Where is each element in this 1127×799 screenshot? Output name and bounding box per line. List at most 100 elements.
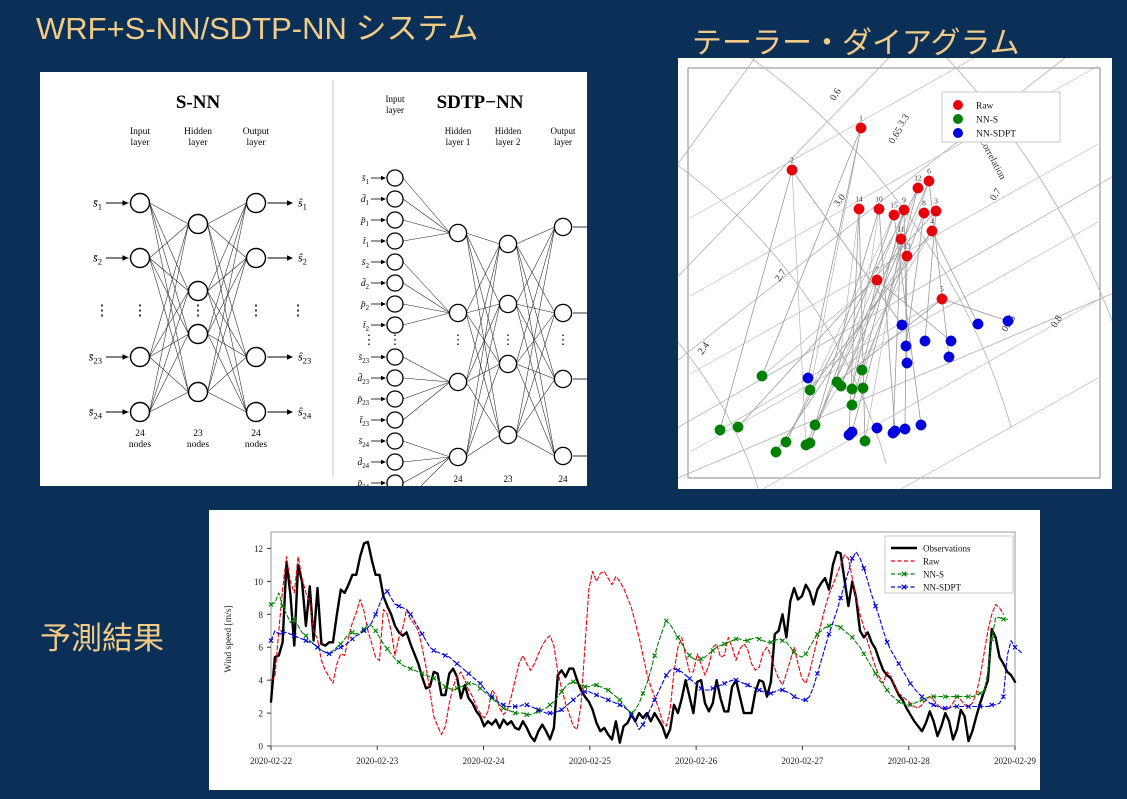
svg-text:Raw: Raw <box>923 557 940 567</box>
svg-text:23: 23 <box>193 429 203 439</box>
snn-diagram: S-NNInputlayerHiddenlayerOutputlayers̄1s… <box>89 92 312 450</box>
svg-text:ŝ1: ŝ1 <box>298 196 307 212</box>
svg-text:8: 8 <box>259 610 264 620</box>
svg-text:layer: layer <box>386 105 404 115</box>
svg-text:10: 10 <box>875 195 883 204</box>
svg-text:S-NN: S-NN <box>176 92 221 113</box>
svg-text:layer: layer <box>247 138 267 148</box>
svg-text:nodes: nodes <box>187 440 209 450</box>
svg-text:15: 15 <box>890 201 898 210</box>
svg-text:12: 12 <box>914 174 922 183</box>
svg-text:2020-02-27: 2020-02-27 <box>781 756 823 766</box>
svg-text:NN-SDPT: NN-SDPT <box>976 130 1016 140</box>
svg-text:nodes: nodes <box>448 485 469 486</box>
svg-text:Output: Output <box>243 127 270 137</box>
svg-text:⋮: ⋮ <box>502 332 515 347</box>
svg-text:24: 24 <box>251 429 261 439</box>
svg-text:2020-02-22: 2020-02-22 <box>250 756 292 766</box>
taylor-diagram-figure: 0.60.650.70.750.82.42.73.03.3Correlation… <box>678 58 1112 489</box>
svg-text:s̄23: s̄23 <box>359 353 370 365</box>
svg-text:Hidden: Hidden <box>495 126 522 136</box>
svg-text:s̄2: s̄2 <box>93 251 102 267</box>
svg-text:Input: Input <box>386 94 405 104</box>
svg-text:layer: layer <box>131 138 151 148</box>
svg-text:NN-S: NN-S <box>976 116 998 126</box>
svg-text:layer 2: layer 2 <box>496 137 521 147</box>
svg-text:4: 4 <box>259 676 264 686</box>
svg-text:Raw: Raw <box>976 102 994 112</box>
svg-text:8: 8 <box>922 199 926 208</box>
svg-text:layer 1: layer 1 <box>446 137 471 147</box>
svg-text:nodes: nodes <box>129 440 151 450</box>
svg-text:layer: layer <box>189 138 209 148</box>
svg-text:s̄1: s̄1 <box>93 196 102 212</box>
timeseries-panel: 0 2 4 6 8 10 12 Wind speed [m/s] 2020-02-22 2020-… <box>209 510 1040 790</box>
svg-text:2020-02-26: 2020-02-26 <box>675 756 717 766</box>
timeseries-lines <box>268 540 1024 744</box>
svg-text:14: 14 <box>855 195 863 204</box>
svg-text:d̄23: d̄23 <box>357 372 369 386</box>
svg-text:s̄1: s̄1 <box>362 174 369 186</box>
svg-text:s̄24: s̄24 <box>89 405 103 421</box>
svg-text:2020-02-28: 2020-02-28 <box>888 756 930 766</box>
svg-text:⋮: ⋮ <box>389 332 402 347</box>
svg-text:Hidden: Hidden <box>184 127 212 137</box>
svg-text:24: 24 <box>559 474 569 484</box>
timeseries-axes: 0 2 4 6 8 10 12 Wind speed [m/s] 2020-02-22 2020-… <box>224 531 1036 766</box>
taylor-diagram-panel: 0.60.650.70.750.82.42.73.03.3Correlation… <box>678 58 1112 489</box>
svg-text:⋮: ⋮ <box>557 332 570 347</box>
svg-text:nodes: nodes <box>498 485 519 486</box>
svg-text:d̄1: d̄1 <box>361 193 369 207</box>
svg-text:6: 6 <box>927 167 931 176</box>
svg-text:NN-S: NN-S <box>923 570 944 580</box>
svg-text:2: 2 <box>790 156 794 165</box>
svg-text:p̄2: p̄2 <box>360 300 370 312</box>
svg-text:2020-02-25: 2020-02-25 <box>569 756 611 766</box>
svg-text:ŝ2: ŝ2 <box>298 251 307 267</box>
svg-text:t̄23: t̄23 <box>360 415 370 428</box>
svg-text:layer: layer <box>554 137 572 147</box>
svg-text:s̄23: s̄23 <box>89 350 102 366</box>
svg-text:⋮: ⋮ <box>363 332 376 347</box>
timeseries-figure: 0 2 4 6 8 10 12 Wind speed [m/s] 2020-02-22 2020-… <box>209 510 1040 790</box>
svg-text:⋮: ⋮ <box>191 303 206 319</box>
svg-text:5: 5 <box>940 285 944 294</box>
svg-text:d̄2: d̄2 <box>361 277 370 291</box>
svg-text:s̄24: s̄24 <box>359 437 370 449</box>
svg-text:10: 10 <box>254 577 264 587</box>
svg-text:7: 7 <box>875 266 879 275</box>
svg-text:⋮: ⋮ <box>249 303 264 319</box>
svg-text:3: 3 <box>934 197 938 206</box>
svg-text:11: 11 <box>897 225 904 234</box>
svg-text:2020-02-24: 2020-02-24 <box>463 756 505 766</box>
svg-text:nodes: nodes <box>245 440 267 450</box>
nn-architecture-figure: S-NNInputlayerHiddenlayerOutputlayers̄1s… <box>89 80 587 486</box>
nn-architecture-panel: S-NN Input layer Hidden layer Output layer s̄1 s… <box>40 72 587 486</box>
svg-text:Observations: Observations <box>923 544 971 554</box>
page-title: WRF+S-NN/SDTP-NN システム <box>36 11 479 46</box>
svg-text:1: 1 <box>859 114 863 123</box>
svg-text:⋮: ⋮ <box>291 303 306 319</box>
svg-text:Input: Input <box>130 127 150 137</box>
svg-text:4: 4 <box>930 217 934 226</box>
svg-text:12: 12 <box>254 544 263 554</box>
forecast-section-label: 予測結果 <box>40 621 164 656</box>
svg-text:ŝ23: ŝ23 <box>298 350 311 366</box>
svg-text:p̄24: p̄24 <box>356 479 369 486</box>
svg-text:23: 23 <box>504 474 514 484</box>
svg-text:t̄1: t̄1 <box>363 236 369 249</box>
svg-text:d̄24: d̄24 <box>357 456 369 470</box>
svg-text:Hidden: Hidden <box>445 126 472 136</box>
svg-text:p̄1: p̄1 <box>360 216 369 228</box>
svg-text:2020-02-23: 2020-02-23 <box>356 756 398 766</box>
svg-text:p̄23: p̄23 <box>356 395 369 407</box>
svg-text:2020-02-29: 2020-02-29 <box>994 756 1036 766</box>
taylor-section-title: テーラー・ダイアグラム <box>692 27 1020 60</box>
svg-text:13: 13 <box>903 242 911 251</box>
svg-text:6: 6 <box>259 643 264 653</box>
svg-text:s̄2: s̄2 <box>362 258 370 270</box>
svg-text:2: 2 <box>259 709 264 719</box>
svg-text:⋮: ⋮ <box>133 303 148 319</box>
